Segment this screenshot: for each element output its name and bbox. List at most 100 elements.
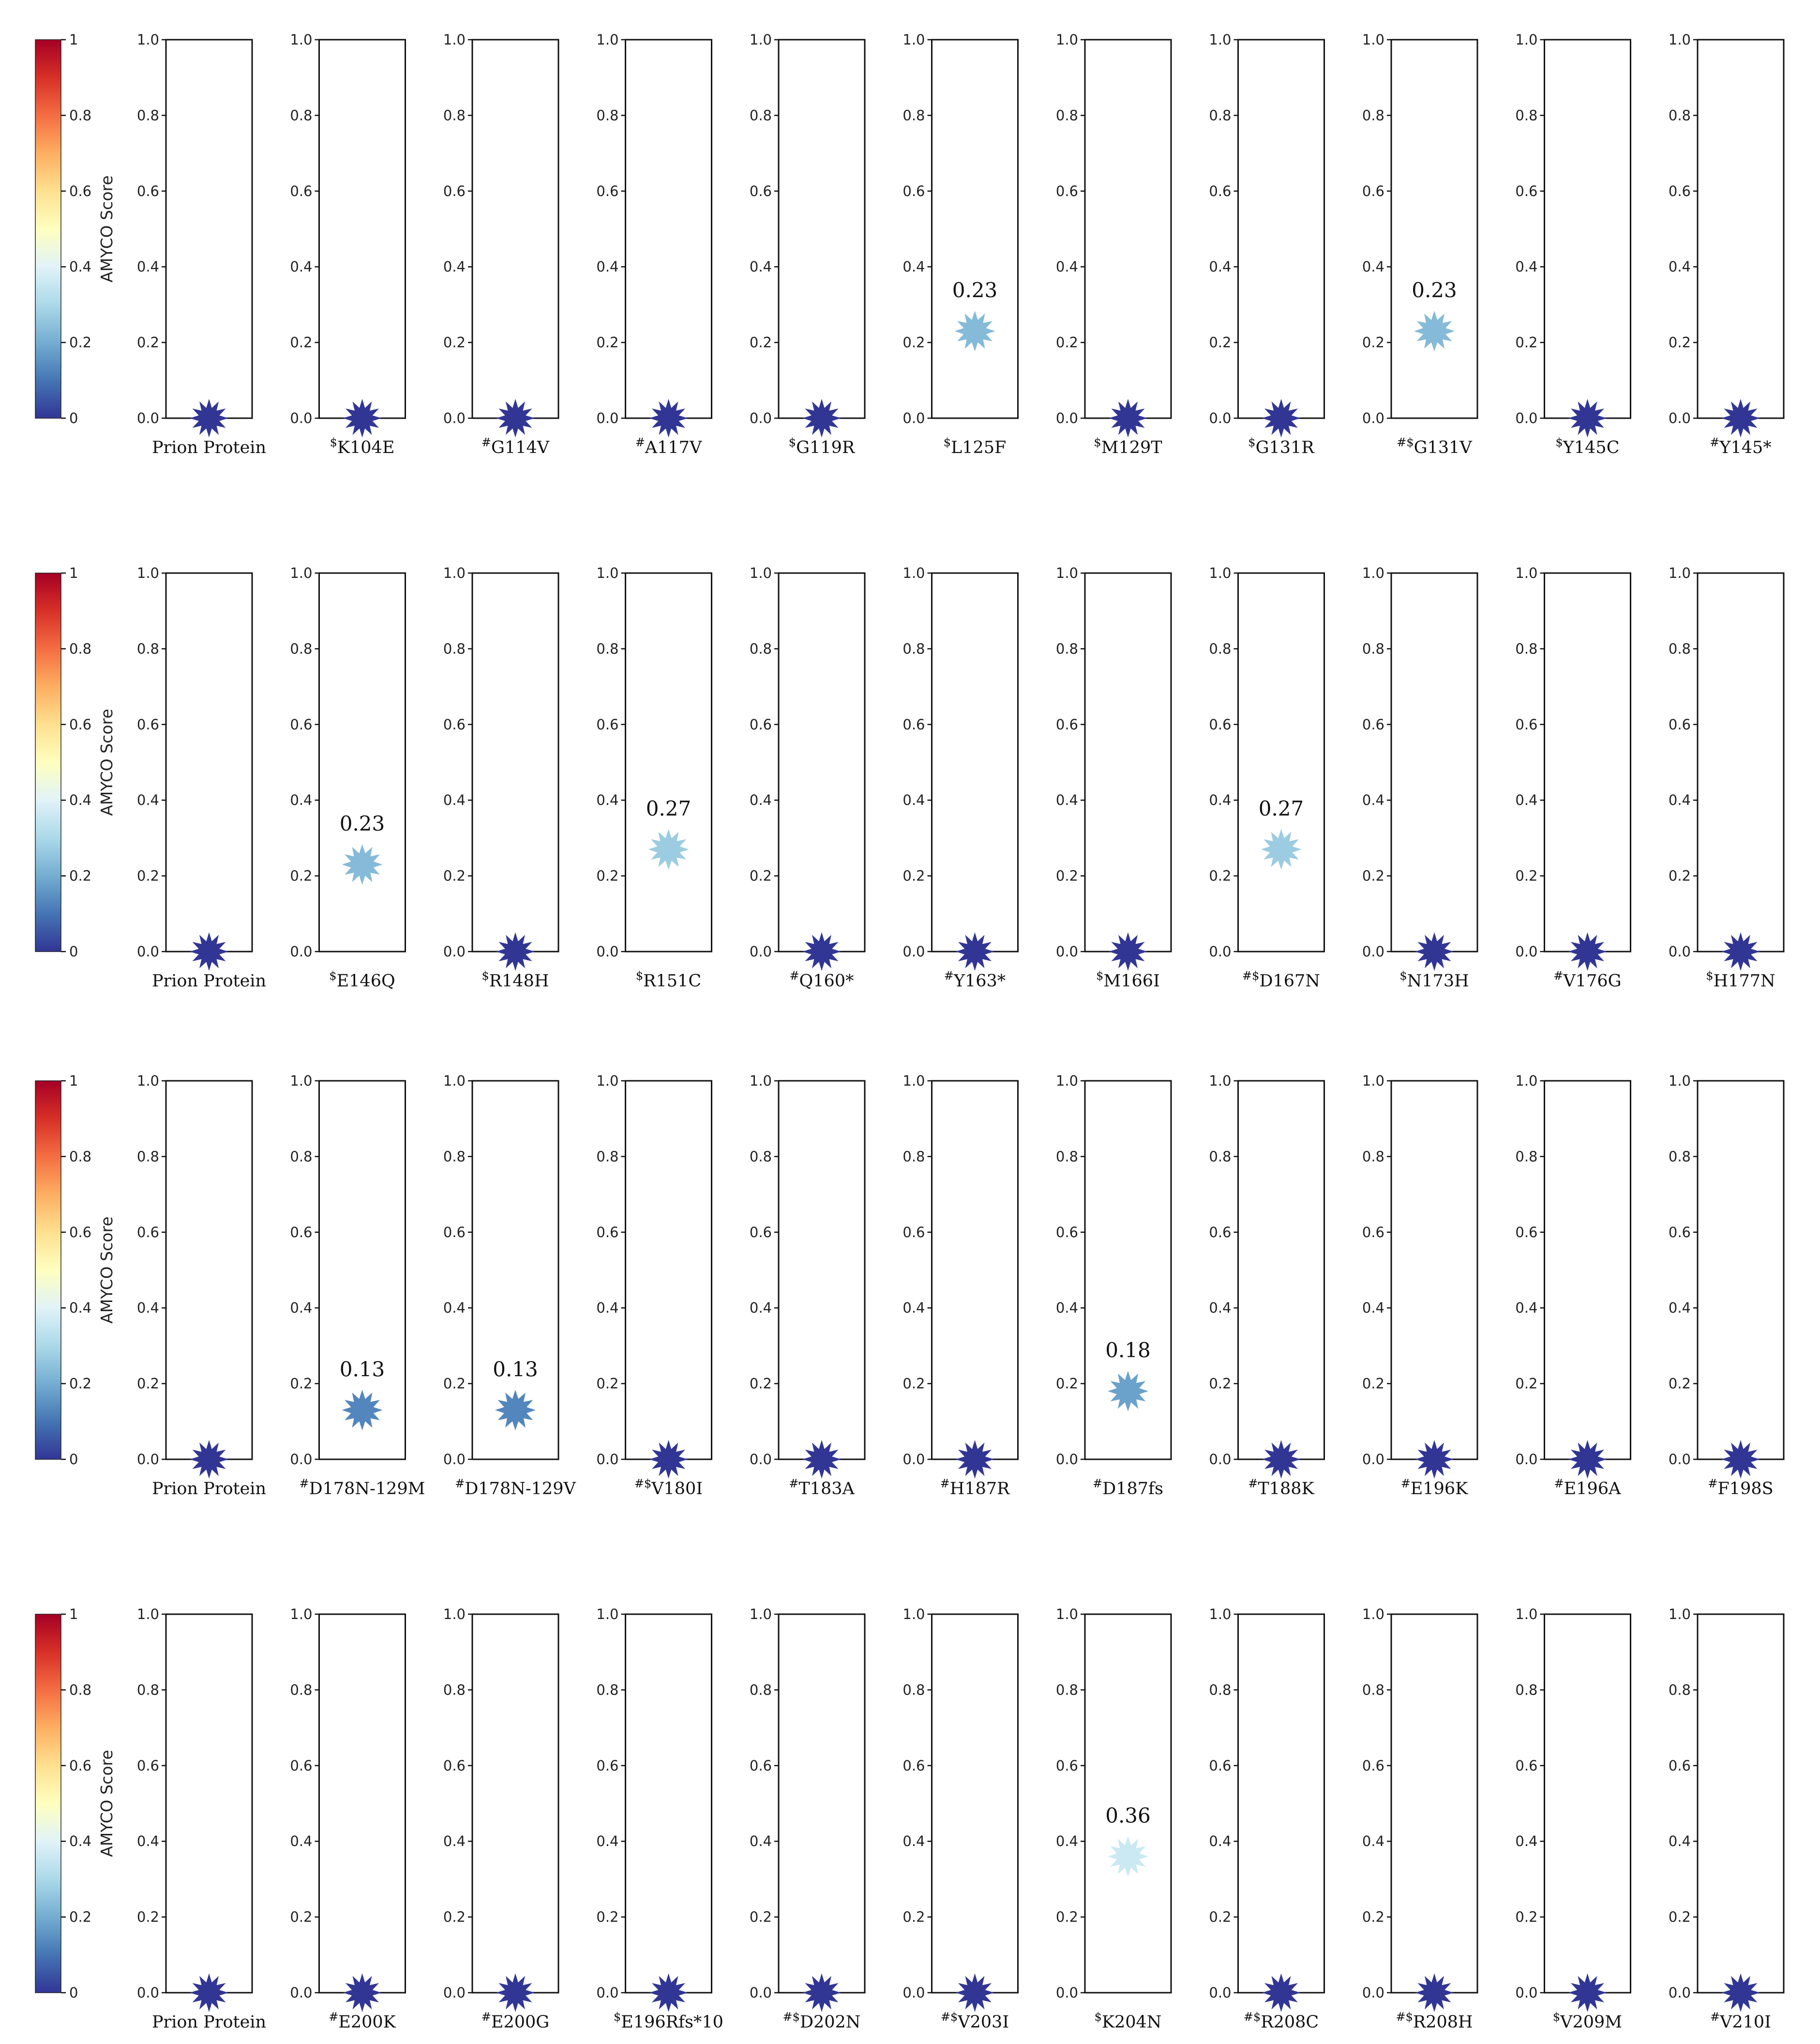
colorbar-tick-label: 0.8 (69, 107, 91, 123)
panel-7: 0.0 0.2 0.4 0.6 0.8 1.0 $M129T (1056, 31, 1172, 457)
data-point-star (190, 1973, 228, 2012)
y-tick-label: 1.0 (750, 565, 772, 581)
plot-frame (318, 572, 406, 953)
colorbar-tick-label: 1 (69, 1606, 78, 1622)
panel-11: 0.0 0.2 0.4 0.6 0.8 1.0 #F198S (1669, 1073, 1785, 1499)
y-tick-label: 0.8 (1056, 1681, 1078, 1698)
y-tick-label: 0.4 (1669, 1833, 1691, 1849)
panel-5: 0.0 0.2 0.4 0.6 0.8 1.0 #Q160* (750, 565, 866, 991)
y-tick-label: 1.0 (596, 31, 618, 48)
y-tick-label: 0.2 (137, 1376, 159, 1392)
x-category-label: #V210I (1710, 2010, 1771, 2032)
x-category-label: $L125F (944, 436, 1007, 457)
y-tick-label: 0.8 (290, 107, 312, 123)
y-tick-label: 0.4 (1362, 1300, 1384, 1316)
y-tick-label: 0.2 (902, 334, 925, 351)
panel-11: 0.0 0.2 0.4 0.6 0.8 1.0 #V210I (1669, 1606, 1785, 2032)
plot-frame (1390, 1613, 1478, 1994)
y-tick-label: 0.6 (443, 716, 466, 733)
x-category-label: #$V203I (941, 2010, 1009, 2032)
y-tick-label: 0.8 (596, 640, 618, 657)
colorbar-title: AMYCO Score (97, 175, 116, 282)
y-tick-label: 0.6 (137, 1757, 159, 1774)
y-tick-label: 1.0 (596, 1073, 618, 1089)
y-tick-label: 0.8 (1362, 107, 1384, 123)
y-tick-label: 0.4 (1209, 1300, 1231, 1316)
y-tick-label: 0.6 (137, 716, 159, 733)
plot-frame (1544, 1080, 1631, 1460)
y-tick-label: 0.4 (1056, 258, 1078, 275)
y-tick-label: 1.0 (443, 565, 466, 581)
plot-frame (318, 1613, 406, 1994)
data-point-star (955, 1973, 994, 2012)
y-tick-label: 0.8 (1515, 107, 1537, 123)
y-tick-label: 1.0 (1362, 1073, 1384, 1089)
y-tick-label: 0.8 (1362, 1148, 1384, 1165)
data-point-star (496, 1973, 535, 2012)
x-category-label: #$D202N (783, 2010, 861, 2032)
panel-8: 0.0 0.2 0.4 0.6 0.8 1.0 #T188K (1209, 1073, 1325, 1499)
x-category-label: $V209M (1553, 2010, 1622, 2032)
y-tick-label: 0.4 (1209, 258, 1231, 275)
data-point-star (1415, 932, 1454, 971)
y-tick-label: 1.0 (137, 565, 159, 581)
y-tick-label: 0.0 (596, 410, 618, 426)
y-tick-label: 0.4 (290, 792, 312, 808)
y-tick-label: 0.4 (137, 1300, 159, 1316)
y-tick-label: 1.0 (1209, 565, 1231, 581)
y-tick-label: 0.8 (902, 1148, 925, 1165)
colorbar-tick-label: 0.2 (69, 868, 91, 884)
y-tick-label: 0.0 (1362, 410, 1384, 426)
data-point-star (342, 1390, 383, 1431)
plot-frame (165, 39, 253, 419)
y-tick-label: 0.6 (750, 183, 772, 199)
panel-4: 0.0 0.2 0.4 0.6 0.8 1.0 #$V180I (596, 1073, 712, 1499)
y-tick-label: 0.4 (443, 1833, 466, 1849)
y-tick-label: 0.4 (290, 1300, 312, 1316)
y-tick-label: 0.6 (1515, 183, 1537, 199)
data-label: 0.36 (1105, 1803, 1151, 1827)
colorbar-tick-label: 0.4 (69, 1833, 91, 1849)
y-tick-label: 1.0 (1056, 31, 1078, 48)
panel-3: 0.0 0.2 0.4 0.6 0.8 1.0 #E200G (443, 1606, 559, 2032)
y-tick-label: 0.0 (1209, 410, 1231, 426)
y-tick-label: 0.4 (1515, 258, 1537, 275)
y-tick-label: 1.0 (1209, 1606, 1231, 1622)
x-category-label: $M166I (1096, 969, 1160, 991)
y-tick-label: 0.6 (443, 1224, 466, 1241)
y-tick-label: 0.8 (1515, 640, 1537, 657)
y-tick-label: 0.0 (902, 1984, 925, 2001)
x-category-label: $R148H (482, 969, 549, 991)
y-tick-label: 0.4 (750, 258, 772, 275)
y-tick-label: 0.6 (1362, 183, 1384, 199)
panel-7: 0.0 0.2 0.4 0.6 0.8 1.0 $M166I (1056, 565, 1172, 991)
plot-frame (931, 1613, 1019, 1994)
y-tick-label: 0.8 (137, 1148, 159, 1165)
panel-5: 0.0 0.2 0.4 0.6 0.8 1.0 #$D202N (750, 1606, 866, 2032)
y-tick-label: 0.2 (1209, 868, 1231, 884)
y-tick-label: 0.4 (1362, 258, 1384, 275)
data-point-star (1415, 1973, 1454, 2012)
y-tick-label: 0.0 (1669, 1451, 1691, 1468)
x-category-label: $N173H (1399, 969, 1469, 991)
y-tick-label: 0.0 (1515, 1451, 1537, 1468)
data-point-star (1262, 1440, 1301, 1479)
y-tick-label: 0.6 (1209, 1757, 1231, 1774)
y-tick-label: 0.2 (902, 1909, 925, 1925)
data-point-star (648, 829, 689, 870)
plot-frame (471, 1080, 559, 1460)
y-tick-label: 0.0 (443, 1984, 466, 2001)
y-tick-label: 0.8 (290, 1148, 312, 1165)
colorbar-tick-label: 0.6 (69, 1224, 91, 1241)
y-tick-label: 1.0 (137, 1606, 159, 1622)
plot-frame (1390, 39, 1478, 419)
y-tick-label: 0.2 (596, 334, 618, 351)
x-category-label: $K104E (330, 436, 395, 457)
y-tick-label: 0.8 (1515, 1681, 1537, 1698)
y-tick-label: 0.6 (1669, 1757, 1691, 1774)
y-tick-label: 0.6 (1056, 1224, 1078, 1241)
y-tick-label: 0.2 (290, 868, 312, 884)
panel-7: 0.0 0.2 0.4 0.6 0.8 1.0 #D187fs 0.18 (1056, 1073, 1172, 1499)
y-tick-label: 0.8 (443, 1681, 466, 1698)
y-tick-label: 0.0 (1209, 1984, 1231, 2001)
